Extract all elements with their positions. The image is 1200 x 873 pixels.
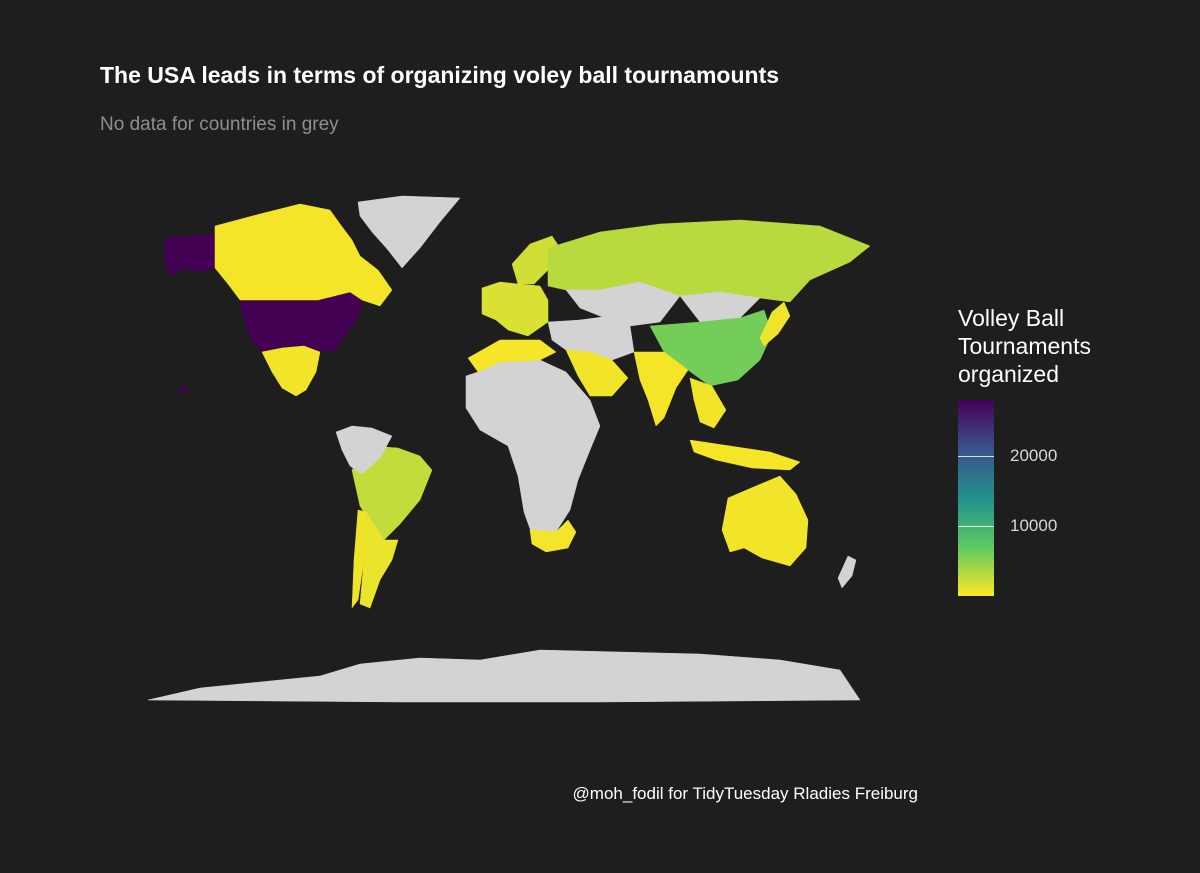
legend-tick-mark	[958, 456, 994, 457]
region-antarctica	[147, 649, 861, 703]
region-new-zealand	[837, 555, 857, 589]
region-africa	[465, 359, 601, 541]
region-australia	[721, 475, 809, 567]
legend-colorbar: 10000 20000	[958, 400, 1057, 596]
region-kazakhstan-central-asia	[565, 281, 681, 327]
chart-title: The USA leads in terms of organizing vol…	[100, 62, 780, 88]
region-india	[633, 351, 689, 427]
region-indonesia	[689, 439, 801, 471]
region-mexico	[261, 345, 321, 397]
region-western-europe	[481, 281, 549, 337]
legend-tick-label: 20000	[1010, 446, 1058, 465]
region-greenland	[357, 195, 461, 269]
region-canada	[214, 203, 393, 307]
region-arabia	[565, 349, 629, 397]
region-russia	[547, 219, 871, 303]
region-southeast-asia	[689, 377, 727, 429]
legend-title-line: Volley Ball	[958, 305, 1065, 331]
region-united-states	[239, 291, 363, 353]
legend: Volley Ball Tournaments organized 10000 2…	[958, 304, 1091, 596]
region-south-africa	[529, 519, 577, 553]
legend-title-line: Tournaments	[958, 333, 1091, 359]
chart-subtitle: No data for countries in grey	[100, 114, 339, 135]
region-argentina	[359, 511, 399, 609]
legend-tick-label: 10000	[1010, 516, 1058, 535]
region-middle-east	[547, 315, 635, 361]
legend-title: Volley Ball Tournaments organized	[958, 304, 1091, 388]
legend-title-line: organized	[958, 361, 1060, 387]
region-chile	[351, 509, 367, 609]
region-north-africa-coast	[467, 339, 557, 373]
map-regions	[147, 195, 871, 703]
world-map	[147, 195, 871, 703]
region-alaska	[164, 233, 216, 277]
region-japan	[759, 301, 791, 347]
region-northern-south-america	[335, 425, 393, 475]
legend-tick-mark	[958, 526, 994, 527]
caption: @moh_fodil for TidyTuesday Rladies Freib…	[572, 784, 918, 803]
region-hawaii	[179, 385, 187, 393]
region-mongolia	[679, 291, 761, 323]
